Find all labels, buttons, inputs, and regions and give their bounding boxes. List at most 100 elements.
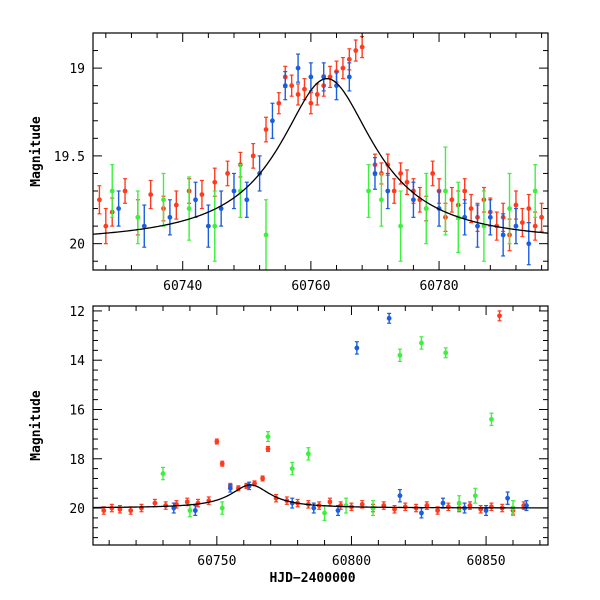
data-point [359, 44, 365, 50]
data-point [167, 214, 173, 220]
data-point [141, 223, 147, 229]
data-point [199, 192, 205, 197]
data-point [225, 171, 230, 176]
y-tick-label: 12 [69, 305, 85, 320]
data-point [295, 65, 301, 71]
data-point [386, 315, 392, 321]
data-point [295, 92, 301, 97]
data-point [276, 100, 282, 106]
data-point [308, 74, 314, 80]
y-tick-label: 18 [69, 453, 85, 468]
data-point [398, 171, 404, 176]
data-point [186, 206, 192, 211]
data-point [260, 476, 266, 481]
data-point [370, 505, 376, 511]
data-point [187, 508, 193, 513]
bottom-panel: 60750 60800 60850 12 14 16 18 20 Magnitude HJD−24… [29, 305, 549, 586]
data-point [385, 188, 391, 194]
data-point [483, 508, 489, 513]
data-point [462, 188, 468, 194]
data-point [148, 192, 154, 197]
data-point [475, 223, 480, 229]
data-point [173, 202, 179, 208]
data-point [270, 118, 275, 124]
data-point [103, 223, 109, 229]
y-tick-label: 19.5 [54, 150, 85, 165]
data-point [468, 206, 474, 211]
data-point [346, 74, 352, 80]
data-point [372, 171, 378, 176]
x-tick-label: 60800 [332, 554, 371, 569]
data-point [116, 206, 122, 211]
data-point [487, 214, 493, 220]
y-tick-label: 16 [69, 403, 85, 418]
y-tick-label: 19 [69, 62, 85, 77]
data-point [519, 220, 525, 226]
data-point [97, 197, 102, 203]
data-point [500, 232, 506, 238]
top-panel: 60740 60760 60780 19 19.5 20 Magnitude [29, 32, 549, 294]
x-tick-label: 60740 [163, 279, 202, 294]
data-point [411, 197, 416, 203]
data-point [505, 495, 511, 501]
data-point [308, 100, 314, 106]
x-tick-label: 60750 [197, 554, 236, 569]
data-point [212, 179, 218, 185]
data-point [231, 188, 237, 194]
x-tick-label: 60760 [291, 279, 330, 294]
data-point [419, 340, 424, 346]
data-point [353, 48, 359, 53]
data-point [321, 74, 327, 80]
series-1 [171, 312, 529, 519]
data-point [513, 202, 519, 208]
data-point [539, 214, 544, 220]
series-0 [101, 310, 527, 515]
data-point [161, 197, 166, 203]
data-point [265, 434, 271, 439]
data-point [160, 471, 166, 476]
x-tick-label: 60780 [419, 279, 458, 294]
data-point [404, 179, 410, 185]
data-point [340, 65, 346, 71]
y-axis-title: Magnitude [29, 116, 44, 187]
data-point [184, 499, 190, 505]
data-point [219, 505, 225, 511]
data-point [398, 223, 404, 229]
data-point [327, 74, 333, 80]
series-2 [109, 146, 538, 270]
plot-area [93, 35, 548, 270]
data-point [122, 188, 128, 194]
data-point [214, 439, 220, 444]
data-point [305, 451, 311, 457]
data-point [532, 188, 538, 194]
data-point [109, 505, 115, 511]
data-point [443, 188, 448, 194]
data-point [218, 206, 224, 211]
data-point [101, 508, 107, 513]
data-point [456, 500, 462, 506]
data-point [489, 504, 494, 510]
data-point [513, 223, 519, 229]
data-point [263, 127, 269, 132]
data-point [524, 503, 529, 508]
data-point [419, 510, 424, 516]
data-point [192, 508, 198, 513]
plot-frame [92, 305, 549, 546]
data-point [449, 197, 455, 203]
data-point [430, 171, 436, 176]
data-point [135, 214, 141, 220]
series-1 [116, 53, 532, 266]
data-point [423, 206, 429, 211]
x-axis-title: HJD−2400000 [269, 571, 355, 586]
y-axis-title: Magnitude [29, 390, 44, 461]
data-point [392, 506, 397, 512]
model-curve [93, 77, 548, 235]
y-tick-label: 20 [69, 238, 85, 253]
data-point [443, 350, 449, 356]
data-point [314, 92, 320, 97]
plot-frame [92, 32, 549, 271]
data-point [424, 503, 430, 508]
data-point [250, 153, 256, 159]
data-point [282, 83, 288, 89]
plot-area [93, 310, 548, 521]
